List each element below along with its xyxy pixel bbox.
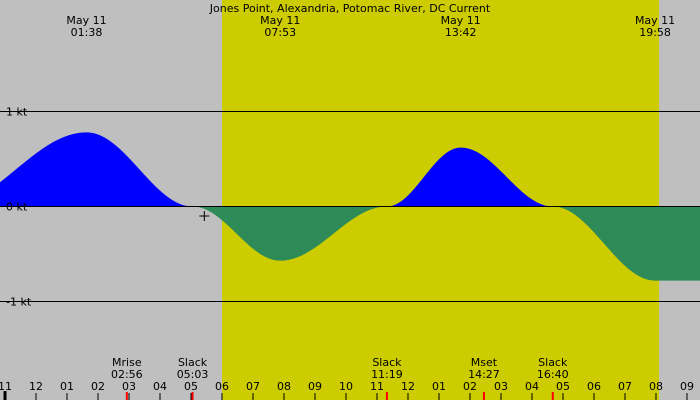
peak-time-label: 07:53 — [264, 26, 296, 39]
hour-tick-label: 08 — [277, 380, 291, 393]
hour-tick-label: 09 — [308, 380, 322, 393]
event-name-label: Slack — [178, 356, 208, 369]
hour-tick-label: 10 — [339, 380, 353, 393]
event-name-label: Slack — [372, 356, 402, 369]
hour-tick-label: 01 — [60, 380, 74, 393]
hour-tick-label: 03 — [494, 380, 508, 393]
peak-time-label: 19:58 — [639, 26, 671, 39]
event-labels: Slack23:04Mrise02:56Slack05:03Slack11:19… — [111, 356, 569, 381]
hour-tick-label: 12 — [29, 380, 43, 393]
hour-tick-label: 06 — [587, 380, 601, 393]
hour-tick-label: 05 — [556, 380, 570, 393]
event-name-label: Mset — [471, 356, 498, 369]
y-tick-label: 0 kt — [6, 201, 28, 214]
event-name-label: Slack — [538, 356, 568, 369]
y-tick-label: -1 kt — [6, 296, 32, 309]
event-time-label: 16:40 — [537, 368, 569, 381]
event-time-label: 11:19 — [371, 368, 403, 381]
hour-tick-label: 07 — [618, 380, 632, 393]
y-tick-label: 1 kt — [6, 106, 28, 119]
hour-tick-label: 05 — [184, 380, 198, 393]
peak-time-label: 13:42 — [445, 26, 477, 39]
y-axis-labels: 1 kt 0 kt -1 kt — [6, 106, 32, 309]
hour-tick-label: 06 — [215, 380, 229, 393]
hour-tick-label: 02 — [91, 380, 105, 393]
ebb-current-area — [0, 206, 700, 281]
hour-axis: 11 12 01 02 03 04 05 06 07 08 09 10 11 12 01 02 03 04 05 06… — [0, 380, 694, 400]
event-time-label: 05:03 — [177, 368, 209, 381]
event-time-label: 02:56 — [111, 368, 143, 381]
hour-tick-label: 07 — [246, 380, 260, 393]
hour-tick-label: 01 — [432, 380, 446, 393]
peak-date-label: May 11 — [260, 14, 300, 27]
hour-tick-label: 04 — [525, 380, 539, 393]
hour-tick-label: 08 — [649, 380, 663, 393]
hour-tick-label: 03 — [122, 380, 136, 393]
hour-tick-label: 09 — [680, 380, 694, 393]
chart-title: Jones Point, Alexandria, Potomac River, … — [209, 2, 491, 15]
peak-date-label: May 11 — [441, 14, 481, 27]
hour-tick-label: 04 — [153, 380, 167, 393]
peak-date-label: May 11 — [66, 14, 106, 27]
current-time-marker — [199, 211, 210, 221]
peak-time-label: 01:38 — [71, 26, 103, 39]
event-name-label: Mrise — [112, 356, 142, 369]
hour-tick-label: 11 — [370, 380, 384, 393]
hour-tick-label: 12 — [401, 380, 415, 393]
peak-date-label: May 11 — [635, 14, 675, 27]
event-time-label: 14:27 — [468, 368, 500, 381]
hour-tick-label: 02 — [463, 380, 477, 393]
flood-current-area — [0, 132, 700, 207]
hour-tick-label: 11 — [0, 380, 12, 393]
y-gridlines — [0, 111, 700, 302]
